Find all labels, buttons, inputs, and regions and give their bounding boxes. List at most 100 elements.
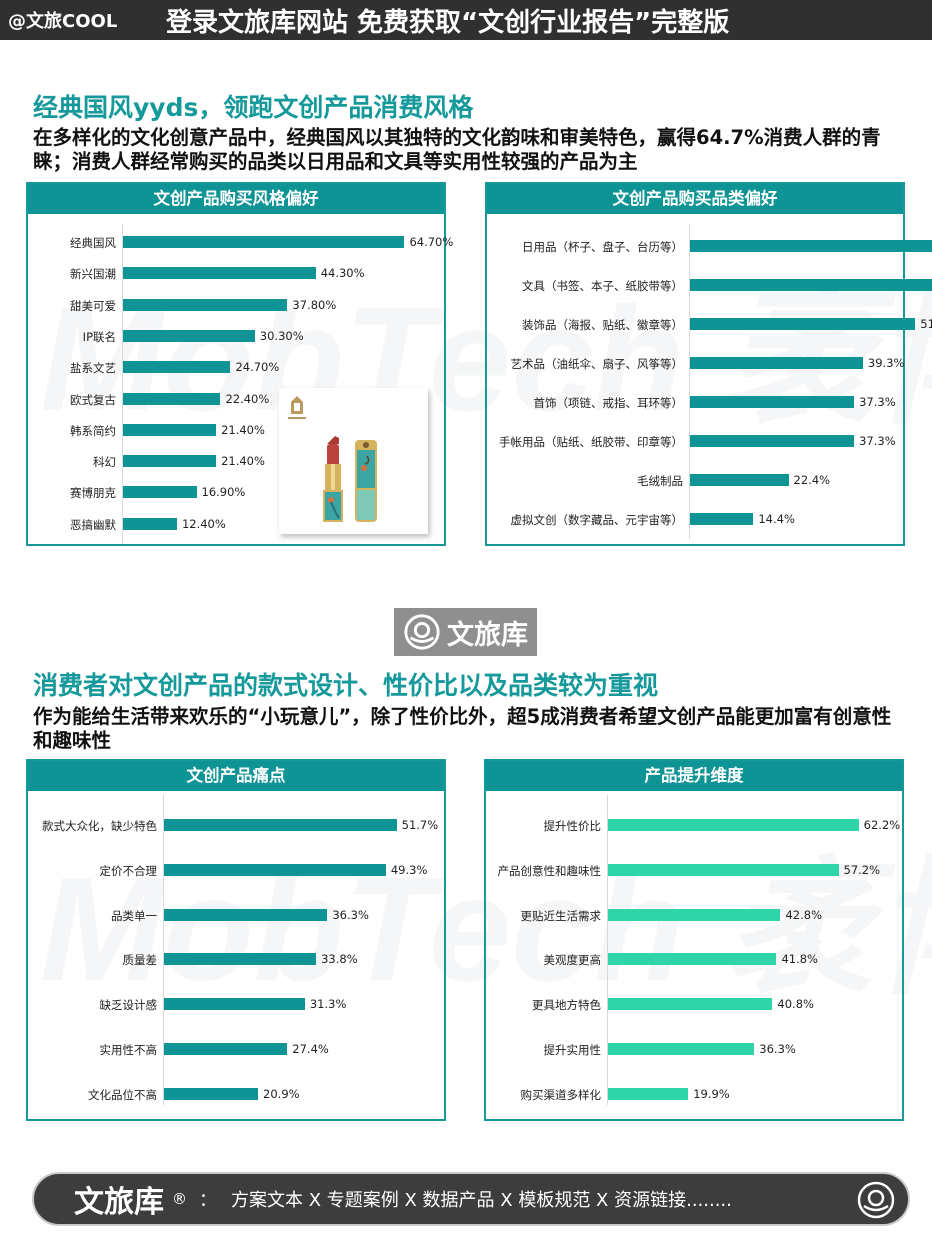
value-label: 22.4% bbox=[793, 473, 831, 487]
data-bar bbox=[164, 863, 386, 876]
value-label: 20.9% bbox=[263, 1086, 300, 1101]
data-bar bbox=[164, 1043, 288, 1055]
panel-style-preference: 文创产品购买风格偏好 bbox=[26, 182, 446, 546]
chart-pain-points: 款式大众化，缺少特色 51.7% 定价不合理 49.3% 品类单一 36.3% 质量差 33.… bbox=[26, 789, 446, 1119]
value-label: 42.8% bbox=[785, 907, 823, 922]
value-label: 19.9% bbox=[693, 1086, 730, 1101]
value-label: 12.40% bbox=[181, 516, 226, 531]
category-label: 装饰品（海报、贴纸、徽章等） bbox=[522, 318, 683, 332]
category-label: 购买渠道多样化 bbox=[520, 1087, 602, 1102]
data-bar bbox=[123, 455, 217, 468]
category-label: 赛博朋克 bbox=[70, 486, 116, 501]
data-bar bbox=[690, 513, 754, 525]
category-label: 质量差 bbox=[122, 953, 158, 968]
data-bar bbox=[608, 953, 777, 966]
panel-category-preference: 文创产品购买品类偏好 bbox=[485, 182, 905, 546]
data-bar bbox=[608, 1043, 755, 1055]
data-bar bbox=[690, 435, 855, 447]
value-label: 33.8% bbox=[321, 952, 358, 967]
data-bar bbox=[690, 318, 916, 330]
value-label: 31.3% bbox=[309, 997, 347, 1012]
category-label: 缺乏设计感 bbox=[99, 998, 158, 1013]
panel-pain-points: 文创产品痛点 bbox=[26, 759, 446, 1121]
data-bar bbox=[690, 357, 863, 369]
value-label: 36.3% bbox=[332, 907, 369, 922]
category-label: 恶搞幽默 bbox=[70, 517, 116, 532]
data-bar bbox=[123, 392, 221, 405]
footer-items: 方案文本 X 专题案例 X 数据产品 X 模板规范 X 资源链接........ bbox=[231, 1190, 732, 1211]
category-label: 提升实用性 bbox=[543, 1043, 602, 1057]
data-bar bbox=[123, 361, 231, 374]
category-label: 更贴近生活需求 bbox=[520, 908, 602, 923]
category-label: 实用性不高 bbox=[99, 1043, 158, 1057]
value-label: 40.8% bbox=[777, 997, 814, 1012]
data-bar bbox=[608, 998, 773, 1011]
category-label: 经典国风 bbox=[70, 236, 116, 250]
data-bar bbox=[123, 298, 288, 311]
category-label: 毛绒制品 bbox=[637, 474, 683, 488]
value-label: 37.3% bbox=[859, 434, 896, 448]
value-label: 62.2% bbox=[863, 818, 901, 832]
registered-mark: ® bbox=[172, 1190, 187, 1208]
section1-subtitle: 在多样化的文化创意产品中，经典国风以其独特的文化韵味和审美特色，赢得64.7%消… bbox=[33, 126, 881, 173]
value-label: 16.90% bbox=[201, 485, 246, 500]
data-bar bbox=[608, 1087, 689, 1100]
top-banner: @文旅COOL 登录文旅库网站 免费获取“文创行业报告”完整版 bbox=[0, 0, 932, 40]
category-label: 虚拟文创（数字藏品、元宇宙等） bbox=[510, 513, 684, 527]
category-label: 文化品位不高 bbox=[88, 1087, 157, 1102]
category-label: IP联名 bbox=[82, 329, 116, 344]
value-label: 22.40% bbox=[225, 391, 270, 406]
data-bar bbox=[608, 819, 859, 831]
category-label: 提升性价比 bbox=[543, 819, 602, 833]
panel-title: 文创产品购买风格偏好 bbox=[28, 184, 444, 214]
category-label: 艺术品（油纸伞、扇子、风筝等） bbox=[510, 357, 684, 371]
panel-title: 文创产品痛点 bbox=[28, 761, 444, 791]
value-label: 14.4% bbox=[758, 512, 795, 526]
chart-improvement-dimensions: 提升性价比 62.2% 产品创意性和趣味性 57.2% 更贴近生活需求 42.8% 美观度更… bbox=[484, 789, 904, 1119]
category-label: 韩系简约 bbox=[70, 423, 116, 438]
data-bar bbox=[690, 396, 855, 408]
value-label: 30.30% bbox=[259, 328, 304, 343]
panel-title: 产品提升维度 bbox=[486, 761, 902, 791]
category-label: 款式大众化，缺少特色 bbox=[42, 819, 157, 833]
value-label: 41.8% bbox=[781, 952, 818, 967]
category-label: 产品创意性和趣味性 bbox=[497, 863, 602, 878]
data-bar bbox=[690, 474, 789, 486]
category-label: 欧式复古 bbox=[70, 392, 116, 407]
category-label: 文具（书签、本子、纸胶带等） bbox=[522, 279, 683, 293]
account-handle: @文旅COOL bbox=[8, 11, 118, 32]
value-label: 27.4% bbox=[292, 1042, 329, 1056]
data-bar bbox=[164, 1087, 259, 1100]
data-bar bbox=[690, 279, 932, 291]
wenlvku-logo: 文旅库 bbox=[394, 608, 537, 656]
data-bar bbox=[164, 908, 328, 921]
value-label: 24.70% bbox=[235, 360, 280, 375]
data-bar bbox=[123, 329, 255, 342]
value-label: 49.3% bbox=[390, 862, 428, 877]
category-label: 日用品（杯子、盘子、台历等） bbox=[522, 240, 683, 254]
lipstick-image bbox=[288, 396, 377, 522]
value-label: 36.3% bbox=[759, 1042, 796, 1056]
category-label: 定价不合理 bbox=[99, 863, 158, 878]
chart-category-preference: 日用品（杯子、盘子、台历等）61.7%文具（书签、本子、纸胶带等）58.7%装饰… bbox=[485, 212, 932, 542]
data-bar bbox=[608, 863, 839, 876]
wenlvku-logo-icon bbox=[857, 1181, 895, 1219]
category-label: 盐系文艺 bbox=[70, 361, 116, 376]
category-label: 首饰（项链、戒指、耳环等） bbox=[533, 396, 684, 410]
y-axis-line bbox=[163, 795, 164, 1105]
category-label: 甜美可爱 bbox=[70, 298, 116, 313]
data-bar bbox=[123, 517, 177, 530]
value-label: 51.2% bbox=[920, 317, 932, 331]
palace-logo-icon bbox=[288, 396, 306, 419]
value-label: 44.30% bbox=[320, 266, 365, 281]
data-bar bbox=[164, 819, 397, 831]
section2-subtitle: 作为能给生活带来欢乐的“小玩意儿”，除了性价比外，超5成消费者希望文创产品能更加… bbox=[33, 705, 892, 752]
y-axis-line bbox=[607, 795, 608, 1105]
wenlvku-logo-icon bbox=[404, 614, 440, 650]
footer-separator: ： bbox=[199, 1190, 217, 1211]
category-label: 美观度更高 bbox=[543, 953, 602, 968]
data-bar bbox=[164, 998, 305, 1011]
category-label: 新兴国潮 bbox=[70, 267, 116, 282]
y-axis-line bbox=[122, 224, 123, 544]
data-bar bbox=[123, 267, 316, 280]
